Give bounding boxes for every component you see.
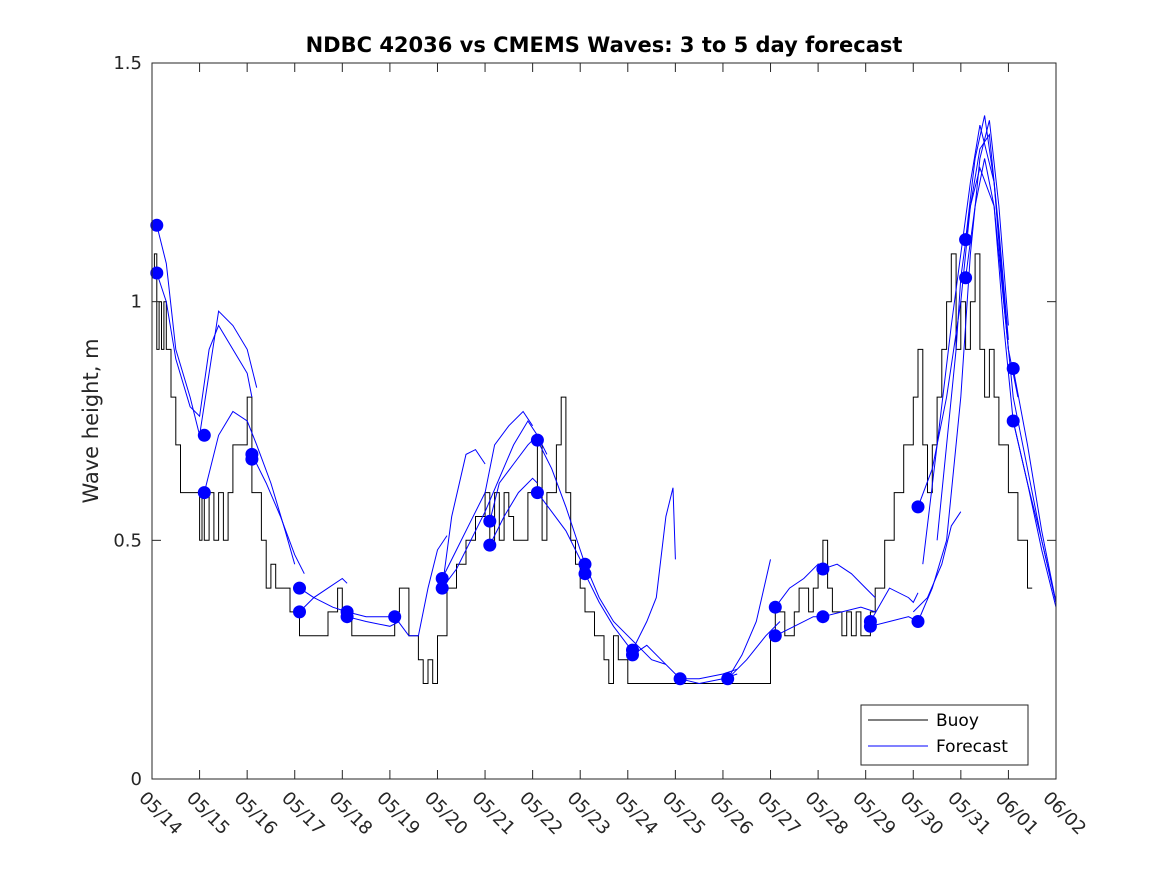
forecast-line-28 [822,606,876,618]
forecast-line-38 [1012,420,1057,608]
forecast-line-2 [156,272,253,418]
forecast-line-10 [441,410,534,579]
forecast-marker-19 [578,567,592,581]
legend-forecast-label: Forecast [936,737,1008,757]
forecast-marker-14 [483,514,497,528]
forecast-marker-26 [816,562,830,576]
y-tick-label: 1 [131,292,142,313]
forecast-marker-12 [435,572,449,585]
forecast-line-37 [1012,368,1057,603]
forecast-marker-2 [150,266,164,280]
legend-box [860,704,1029,766]
forecast-line-1 [156,225,258,436]
forecast-line-21 [680,668,738,680]
forecast-marker-34 [1006,362,1020,375]
y-tick-label: 1.5 [113,53,142,74]
forecast-line-12 [441,448,486,589]
forecast-marker-35 [1006,414,1020,428]
forecast-marker-30 [911,500,925,514]
forecast-line-5 [299,577,348,599]
legend-buoy-label: Buoy [936,711,979,731]
marker-layer [150,218,1020,686]
forecast-line-8 [346,616,400,627]
forecast-line-6 [299,596,348,613]
forecast-line-14 [489,477,538,546]
plot-area [152,63,1056,779]
forecast-marker-17 [530,486,544,500]
forecast-marker-7 [293,581,306,595]
forecast-line-27 [822,563,876,598]
forecast-line-35 [965,115,1057,603]
y-tick-label: 0 [131,769,142,790]
forecast-marker-13 [435,581,449,595]
forecast-marker-1 [150,218,164,232]
forecast-marker-8 [293,605,306,619]
forecast-line-19 [632,487,676,651]
forecast-marker-22 [673,672,687,686]
forecast-marker-4 [197,486,211,500]
forecast-line-39 [912,511,962,613]
forecast-line-29 [869,587,919,622]
forecast-marker-11 [388,610,402,624]
forecast-marker-24 [768,600,782,614]
forecast-marker-31 [911,615,925,628]
y-axis-label: Wave height, m [79,338,103,503]
forecast-marker-10 [340,610,354,624]
forecast-marker-23 [721,672,735,686]
forecast-marker-25 [768,629,782,643]
forecast-marker-21 [626,648,639,662]
forecast-line-17 [584,564,667,665]
forecast-line-23 [727,559,771,680]
forecast-line-9 [394,535,448,637]
forecast-line-15 [536,439,586,565]
buoy-line [152,253,1033,684]
forecast-line-33 [922,124,1009,565]
forecast-line-11 [441,420,538,589]
forecast-marker-16 [530,433,544,447]
forecast-marker-3 [197,428,211,442]
legend: Buoy Forecast [860,704,1029,766]
forecast-marker-15 [483,538,497,552]
forecast-marker-27 [816,610,830,624]
forecast-marker-18 [578,557,592,571]
forecast-line-31 [917,120,1009,622]
forecast-line-24 [727,621,781,680]
series-layer [152,115,1057,685]
forecast-marker-32 [959,233,973,247]
forecast-marker-33 [959,271,973,285]
forecast-line-4 [251,454,305,574]
y-tick-label: 0.5 [113,530,142,551]
chart-title: NDBC 42036 vs CMEMS Waves: 3 to 5 day fo… [306,33,903,57]
plot-frame [151,62,1057,780]
forecast-line-36 [965,158,1057,603]
forecast-marker-29 [863,619,877,633]
forecast-marker-6 [245,452,259,466]
